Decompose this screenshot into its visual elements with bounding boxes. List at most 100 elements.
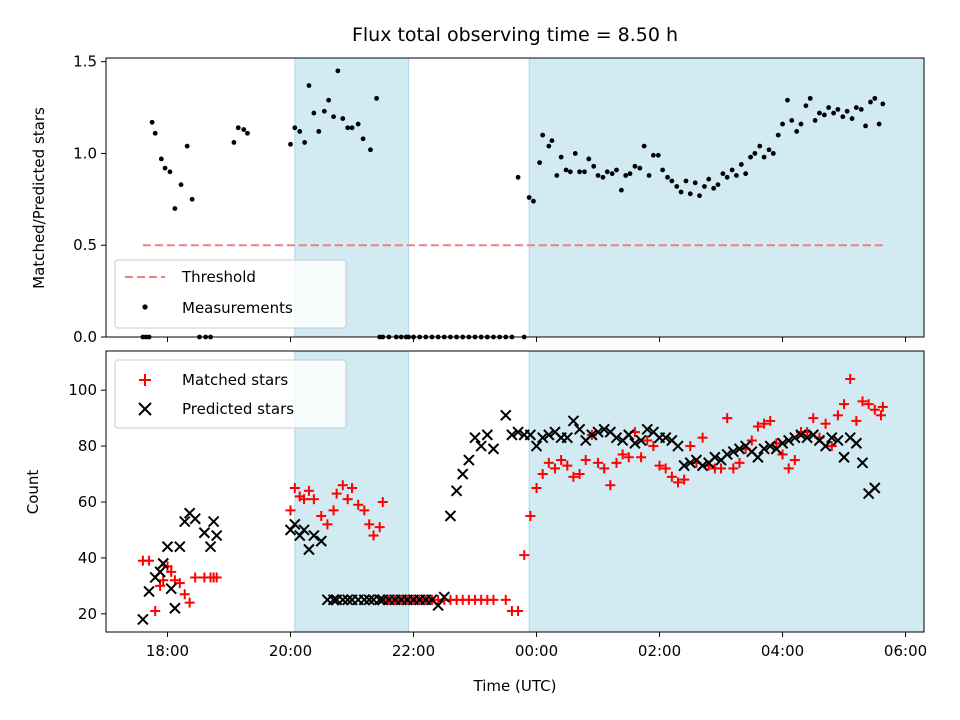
legend-matched-swatch (139, 374, 151, 386)
y-tick-label: 1.5 (73, 53, 97, 71)
measurement-point (531, 198, 536, 204)
x-tick-label: 00:00 (515, 642, 558, 660)
measurement-point (674, 184, 680, 189)
measurement-point (627, 171, 633, 177)
matched-star-point (359, 505, 370, 516)
predicted-star-point (536, 431, 549, 444)
predicted-star-point (801, 431, 813, 444)
predicted-star-point (157, 557, 169, 570)
predicted-star-point (764, 440, 776, 452)
top-y-axis-label: Matched/Predicted stars (30, 107, 48, 289)
measurement-point (595, 173, 601, 178)
measurement-point (812, 118, 818, 123)
bottom-x-ticks: 18:00 20:00 22:00 00:00 02:00 04:00 06:00 (146, 632, 927, 660)
matched-star-point (716, 463, 727, 474)
measurement-point (743, 171, 749, 177)
measurement-point (374, 95, 380, 101)
measurement-point (697, 193, 702, 199)
count-points (137, 373, 888, 626)
predicted-star-point (752, 451, 764, 463)
measurement-point (655, 152, 661, 158)
matched-star-point (660, 463, 671, 474)
matched-star-point (722, 413, 733, 424)
measurement-point (563, 167, 569, 173)
measurement-point (794, 129, 800, 134)
x-axis-label: Time (UTC) (473, 677, 557, 695)
measurement-point (646, 173, 652, 178)
predicted-star-point (512, 426, 524, 438)
measurement-point (766, 147, 772, 153)
measurement-point (858, 106, 864, 112)
predicted-star-point (561, 431, 573, 444)
measurement-point (549, 138, 555, 143)
top-legend-box (114, 259, 347, 329)
measurement-point (335, 68, 341, 74)
matched-star-point (316, 510, 327, 521)
measurement-point (355, 121, 361, 127)
matched-star-point (353, 499, 364, 510)
measurement-point (231, 140, 237, 145)
measurement-point (780, 121, 785, 127)
predicted-star-point (475, 440, 487, 452)
predicted-star-point (733, 443, 746, 455)
y-tick-label: 1.0 (73, 144, 97, 162)
legend-predicted-label: Predicted stars (182, 400, 294, 418)
predicted-star-point (469, 431, 481, 444)
shaded-interval-1 (528, 57, 925, 338)
x-tick-label: 04:00 (761, 642, 804, 660)
predicted-star-point (210, 529, 223, 542)
predicted-star-point (444, 510, 457, 522)
measurement-point (863, 123, 868, 129)
measurement-point (537, 160, 543, 166)
matched-star-point (777, 449, 788, 460)
measurement-point (297, 129, 303, 134)
predicted-star-point (457, 468, 469, 480)
matched-star-point (337, 480, 348, 491)
measurement-point (817, 110, 822, 116)
matched-star-point (875, 410, 886, 421)
measurement-point (702, 184, 707, 189)
measurement-point (880, 101, 886, 107)
measurement-point (775, 132, 781, 138)
matched-star-point (789, 455, 800, 466)
predicted-star-point (610, 431, 623, 444)
matched-star-point (685, 441, 696, 452)
matched-star-point (377, 496, 388, 507)
matched-star-point (599, 463, 610, 474)
y-tick-label: 0.0 (73, 328, 97, 346)
matched-star-point (328, 505, 339, 516)
measurement-point (632, 163, 638, 169)
predicted-star-point (137, 613, 149, 626)
predicted-star-point (487, 443, 500, 455)
predicted-star-point (463, 454, 475, 466)
predicted-star-point (709, 451, 721, 463)
measurement-point (591, 163, 597, 169)
x-tick-label: 18:00 (146, 642, 189, 660)
matched-star-point (869, 404, 880, 415)
measurement-point (785, 97, 790, 103)
top-x-ticks (167, 337, 907, 342)
measurement-point (149, 119, 155, 125)
matched-star-point (759, 418, 770, 429)
measurement-point (368, 147, 373, 153)
matched-star-point (531, 483, 542, 494)
measurement-point (876, 121, 882, 127)
matched-star-point (642, 435, 653, 446)
measurement-point (826, 105, 832, 110)
predicted-star-point (189, 513, 201, 525)
x-tick-label: 06:00 (884, 642, 927, 660)
predicted-star-point (819, 440, 832, 452)
matched-star-point (568, 471, 579, 482)
matched-star-point (179, 589, 190, 600)
matched-star-point (826, 441, 837, 452)
predicted-star-point (373, 594, 386, 606)
matched-star-point (654, 460, 665, 471)
measurement-point (158, 156, 164, 162)
matched-star-point (184, 597, 195, 608)
y-tick-label: 60 (78, 493, 97, 511)
measurement-point (609, 171, 615, 177)
measurement-point (567, 169, 573, 175)
matched-star-point (820, 418, 831, 429)
predicted-star-point (641, 423, 653, 435)
predicted-star-point (789, 431, 801, 444)
